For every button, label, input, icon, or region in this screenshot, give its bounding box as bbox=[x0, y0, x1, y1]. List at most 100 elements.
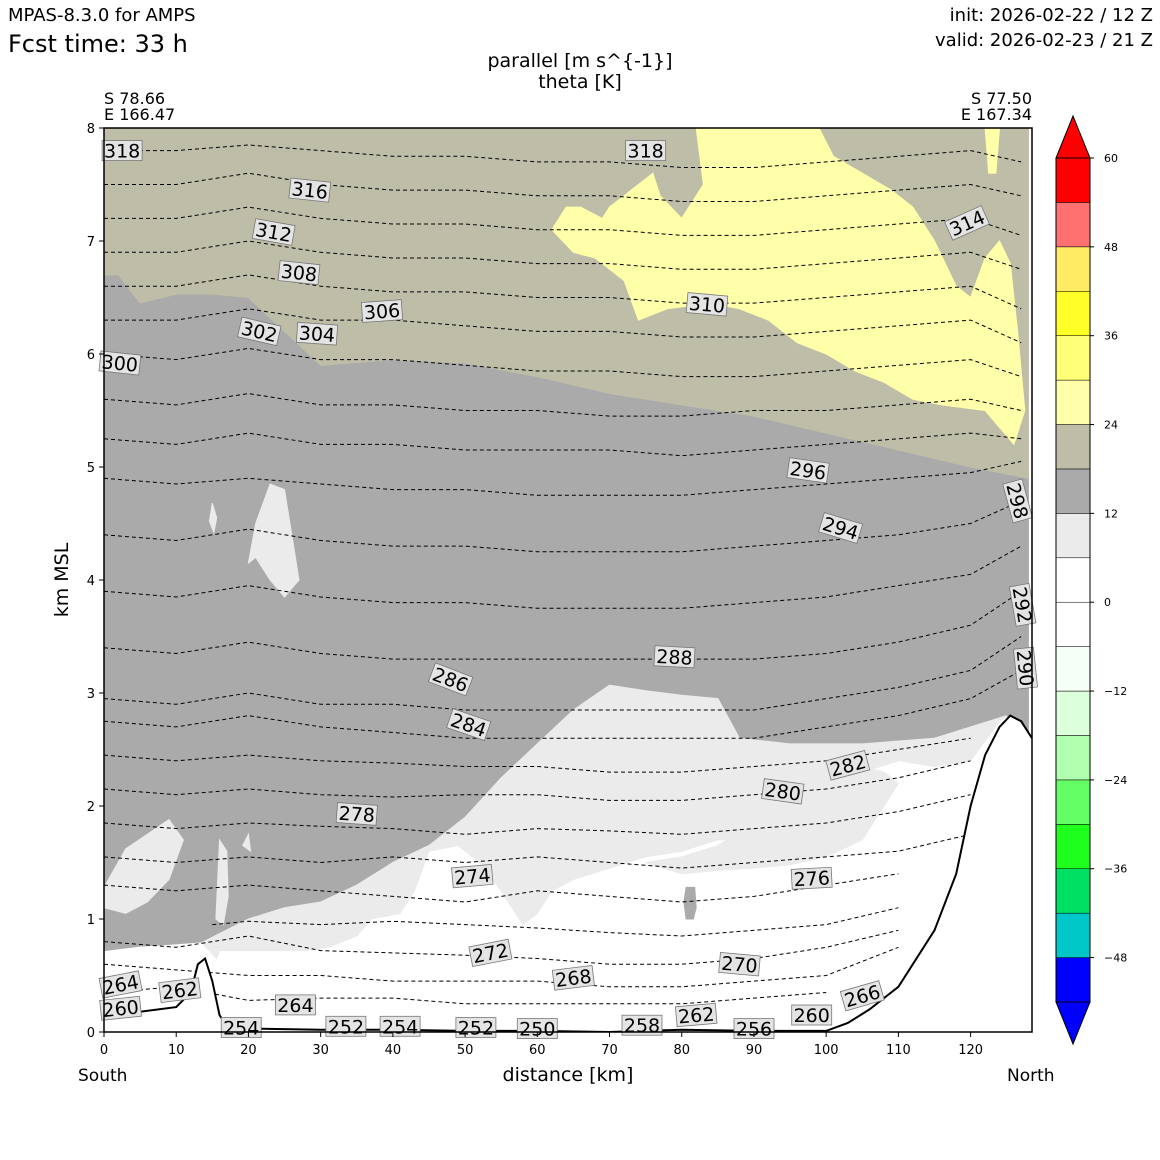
theta-label-box bbox=[101, 140, 143, 162]
theta-label-box bbox=[468, 938, 513, 968]
colorbar-tick-label: −12 bbox=[1104, 685, 1127, 698]
theta-label-text: 250 bbox=[519, 1019, 555, 1041]
colorbar-tick-label: 0 bbox=[1104, 596, 1111, 609]
terrain-layer bbox=[104, 714, 1032, 1032]
theta-label: 252 bbox=[325, 1015, 367, 1038]
theta-label-box bbox=[251, 218, 296, 246]
theta-label-box bbox=[516, 1018, 558, 1039]
x-tick-label: 100 bbox=[814, 1043, 839, 1058]
theta-label: 252 bbox=[455, 1017, 497, 1040]
theta-label-box bbox=[944, 205, 990, 241]
theta-label-text: 308 bbox=[280, 261, 318, 287]
theta-label-box bbox=[237, 316, 282, 347]
theta-contour-line bbox=[104, 308, 1022, 344]
wind-fill-region bbox=[683, 886, 697, 920]
theta-label-box bbox=[653, 645, 696, 669]
theta-label-text: 276 bbox=[793, 867, 830, 891]
colorbar-tick-label: −24 bbox=[1104, 774, 1127, 787]
colorbar-segment bbox=[1055, 779, 1091, 825]
theta-label-text: 274 bbox=[453, 865, 491, 890]
south-label: South bbox=[78, 1066, 128, 1086]
x-tick-label: 80 bbox=[673, 1043, 690, 1058]
theta-label-box bbox=[446, 708, 492, 742]
x-tick-label: 50 bbox=[457, 1043, 474, 1058]
colorbar-segment bbox=[1055, 513, 1091, 559]
theta-label-box bbox=[274, 994, 316, 1016]
theta-label-box bbox=[288, 177, 332, 203]
theta-label: 254 bbox=[220, 1017, 262, 1040]
x-tick-label: 110 bbox=[886, 1043, 911, 1058]
x-tick-label: 70 bbox=[601, 1043, 618, 1058]
theta-label-text: 254 bbox=[382, 1016, 418, 1038]
x-tick-label: 30 bbox=[312, 1043, 329, 1058]
theta-contour-line bbox=[104, 347, 1022, 378]
colorbar-tick-label: 12 bbox=[1104, 507, 1118, 520]
y-tick-label: 6 bbox=[87, 348, 95, 363]
y-axis: 0 1 2 3 4 5 6 7 8 bbox=[87, 122, 104, 1041]
x-tick-label: 90 bbox=[746, 1043, 763, 1058]
colorbar-segment bbox=[1055, 468, 1091, 514]
colorbar-segment bbox=[1055, 824, 1091, 869]
colorbar-frame bbox=[1055, 157, 1091, 1003]
theta-contour-line bbox=[212, 907, 899, 937]
theta-label-text: 260 bbox=[102, 996, 140, 1022]
y-tick-label: 0 bbox=[87, 1026, 95, 1041]
theta-label-text: 316 bbox=[291, 178, 329, 204]
theta-label-box bbox=[1002, 478, 1033, 524]
theta-label-box bbox=[791, 1004, 833, 1026]
theta-label-text: 262 bbox=[677, 1003, 715, 1028]
colorbar-tick-label: 36 bbox=[1104, 330, 1118, 343]
theta-label-box bbox=[733, 1018, 775, 1039]
wind-fill-region bbox=[645, 765, 900, 875]
theta-contour-line bbox=[104, 794, 971, 835]
theta-label-box bbox=[718, 952, 761, 977]
theta-contour-line bbox=[104, 460, 1022, 496]
theta-contour-line bbox=[104, 274, 1022, 310]
colorbar: 60 48 36 24 12 0 −12 −24 −36 −48 bbox=[1055, 114, 1127, 1046]
theta-contour-line bbox=[104, 669, 1022, 739]
theta-contour-line bbox=[104, 172, 1022, 202]
theta-label-text: 306 bbox=[363, 300, 401, 324]
theta-label-text: 252 bbox=[458, 1018, 494, 1040]
colorbar-over-arrow bbox=[1055, 114, 1091, 159]
theta-label-box bbox=[551, 964, 595, 991]
theta-label-box bbox=[277, 260, 321, 286]
theta-label-text: 252 bbox=[328, 1016, 364, 1038]
theta-label: 264 bbox=[274, 994, 316, 1017]
theta-label: 312 bbox=[251, 218, 296, 247]
theta-contour-line bbox=[104, 833, 971, 869]
theta-label: 316 bbox=[288, 177, 332, 204]
colorbar-segment bbox=[1055, 379, 1091, 425]
theta-contour-line bbox=[104, 760, 971, 801]
y-tick-label: 2 bbox=[87, 800, 95, 815]
terrain-fill bbox=[104, 715, 1032, 1032]
colorbar-segment bbox=[1055, 601, 1091, 647]
theta-label: 268 bbox=[551, 964, 595, 992]
theta-label-box bbox=[621, 1014, 663, 1036]
theta-label-box bbox=[674, 1002, 718, 1028]
theta-contour-line bbox=[104, 432, 1022, 457]
colorbar-tick-label: 24 bbox=[1104, 419, 1118, 432]
y-tick-label: 7 bbox=[87, 235, 95, 250]
colorbar-segment bbox=[1055, 868, 1091, 914]
terrain-line bbox=[104, 714, 1032, 1032]
x-tick-label: 0 bbox=[100, 1043, 108, 1058]
wind-fill-region bbox=[551, 128, 1026, 446]
theta-label-box bbox=[818, 512, 864, 544]
colorbar-segment bbox=[1055, 912, 1091, 958]
chart-title-contours: theta [K] bbox=[538, 71, 622, 93]
theta-label-box bbox=[158, 977, 202, 1004]
colorbar-segment bbox=[1055, 424, 1091, 470]
theta-label-text: 256 bbox=[736, 1019, 772, 1041]
theta-label-text: 258 bbox=[624, 1015, 660, 1037]
wind-fill-region bbox=[215, 838, 229, 926]
x-tick-label: 60 bbox=[529, 1043, 546, 1058]
theta-label: 318 bbox=[101, 140, 143, 163]
theta-label-box bbox=[98, 970, 143, 999]
theta-contour-line bbox=[104, 144, 1022, 168]
theta-label: 250 bbox=[516, 1018, 558, 1041]
theta-contour-line bbox=[104, 986, 827, 1005]
theta-contour-line bbox=[104, 500, 1022, 553]
wind-fill-region bbox=[104, 818, 184, 914]
theta-label-text: 290 bbox=[1012, 649, 1038, 687]
